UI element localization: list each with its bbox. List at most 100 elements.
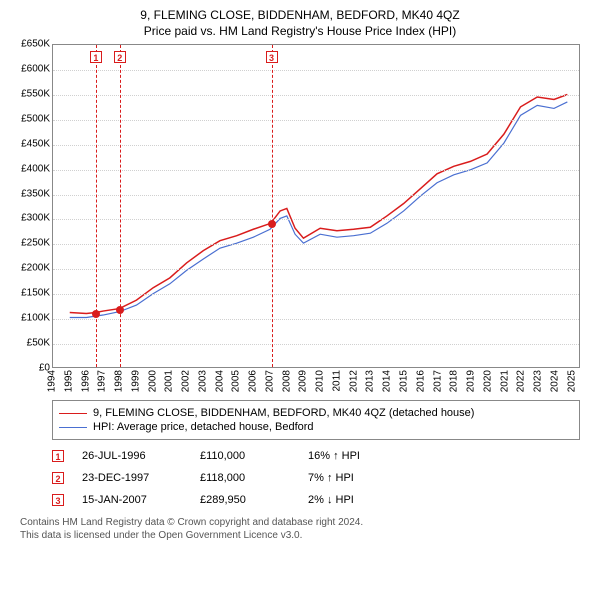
chart-title: 9, FLEMING CLOSE, BIDDENHAM, BEDFORD, MK… xyxy=(10,8,590,22)
x-tick-label: 2001 xyxy=(164,370,175,392)
event-point-marker xyxy=(116,306,124,314)
x-tick-label: 2020 xyxy=(482,370,493,392)
x-tick-label: 2012 xyxy=(348,370,359,392)
x-tick-label: 2015 xyxy=(399,370,410,392)
event-row: 2 23-DEC-1997 £118,000 7% ↑ HPI xyxy=(52,472,580,484)
x-tick-label: 2009 xyxy=(298,370,309,392)
x-tick-label: 2022 xyxy=(516,370,527,392)
event-marker-icon: 1 xyxy=(52,450,64,462)
footer-line: This data is licensed under the Open Gov… xyxy=(20,529,590,542)
legend-swatch xyxy=(59,413,87,414)
x-tick-label: 2010 xyxy=(315,370,326,392)
y-tick-label: £50K xyxy=(27,338,50,349)
y-tick-label: £600K xyxy=(21,63,50,74)
event-vertical-line xyxy=(96,45,97,367)
series-line xyxy=(70,94,568,313)
x-tick-label: 2021 xyxy=(499,370,510,392)
y-tick-label: £100K xyxy=(21,313,50,324)
event-delta: 16% ↑ HPI xyxy=(308,450,398,462)
event-row: 1 26-JUL-1996 £110,000 16% ↑ HPI xyxy=(52,450,580,462)
x-tick-label: 2005 xyxy=(231,370,242,392)
x-tick-label: 2006 xyxy=(248,370,259,392)
event-delta: 2% ↓ HPI xyxy=(308,494,398,506)
event-vertical-line xyxy=(272,45,273,367)
event-marker-number: 1 xyxy=(55,452,60,462)
x-tick-label: 2011 xyxy=(331,370,342,392)
legend-label: 9, FLEMING CLOSE, BIDDENHAM, BEDFORD, MK… xyxy=(93,407,474,419)
legend: 9, FLEMING CLOSE, BIDDENHAM, BEDFORD, MK… xyxy=(52,400,580,440)
plot-region: 123 xyxy=(52,44,580,368)
y-tick-label: £150K xyxy=(21,288,50,299)
event-marker-number: 3 xyxy=(55,496,60,506)
x-tick-label: 2023 xyxy=(533,370,544,392)
legend-item: 9, FLEMING CLOSE, BIDDENHAM, BEDFORD, MK… xyxy=(59,407,573,419)
y-tick-label: £300K xyxy=(21,213,50,224)
event-price: £118,000 xyxy=(200,472,290,484)
x-tick-label: 2017 xyxy=(432,370,443,392)
event-marker-icon: 3 xyxy=(52,494,64,506)
event-marker-icon: 2 xyxy=(52,472,64,484)
gridline xyxy=(53,70,579,71)
x-tick-label: 2018 xyxy=(449,370,460,392)
gridline xyxy=(53,120,579,121)
gridline xyxy=(53,170,579,171)
events-table: 1 26-JUL-1996 £110,000 16% ↑ HPI 2 23-DE… xyxy=(52,450,580,506)
event-price: £110,000 xyxy=(200,450,290,462)
event-date: 26-JUL-1996 xyxy=(82,450,182,462)
x-tick-label: 2000 xyxy=(147,370,158,392)
event-point-marker xyxy=(268,220,276,228)
y-tick-label: £450K xyxy=(21,138,50,149)
footer-line: Contains HM Land Registry data © Crown c… xyxy=(20,516,590,529)
legend-item: HPI: Average price, detached house, Bedf… xyxy=(59,421,573,433)
x-tick-label: 2004 xyxy=(214,370,225,392)
x-tick-label: 1996 xyxy=(80,370,91,392)
x-tick-label: 2013 xyxy=(365,370,376,392)
x-tick-label: 1997 xyxy=(97,370,108,392)
event-point-marker xyxy=(92,310,100,318)
event-delta: 7% ↑ HPI xyxy=(308,472,398,484)
x-tick-label: 1994 xyxy=(47,370,58,392)
x-tick-label: 1999 xyxy=(130,370,141,392)
event-date: 23-DEC-1997 xyxy=(82,472,182,484)
x-tick-label: 2002 xyxy=(181,370,192,392)
legend-swatch xyxy=(59,427,87,428)
y-tick-label: £200K xyxy=(21,263,50,274)
event-vertical-line xyxy=(120,45,121,367)
x-tick-label: 2014 xyxy=(382,370,393,392)
y-tick-label: £250K xyxy=(21,238,50,249)
gridline xyxy=(53,319,579,320)
gridline xyxy=(53,244,579,245)
y-tick-label: £400K xyxy=(21,163,50,174)
footer: Contains HM Land Registry data © Crown c… xyxy=(20,516,590,542)
gridline xyxy=(53,294,579,295)
event-price: £289,950 xyxy=(200,494,290,506)
x-tick-label: 2016 xyxy=(415,370,426,392)
chart-container: 9, FLEMING CLOSE, BIDDENHAM, BEDFORD, MK… xyxy=(0,0,600,590)
x-tick-label: 2024 xyxy=(549,370,560,392)
y-tick-label: £650K xyxy=(21,39,50,50)
series-line xyxy=(70,102,568,318)
event-marker-box: 1 xyxy=(90,51,102,63)
gridline xyxy=(53,344,579,345)
gridline xyxy=(53,195,579,196)
x-tick-label: 2019 xyxy=(466,370,477,392)
x-tick-label: 2025 xyxy=(566,370,577,392)
y-tick-label: £550K xyxy=(21,88,50,99)
x-tick-label: 1995 xyxy=(63,370,74,392)
y-tick-label: £350K xyxy=(21,188,50,199)
gridline xyxy=(53,145,579,146)
event-marker-number: 2 xyxy=(55,474,60,484)
event-date: 15-JAN-2007 xyxy=(82,494,182,506)
event-row: 3 15-JAN-2007 £289,950 2% ↓ HPI xyxy=(52,494,580,506)
gridline xyxy=(53,219,579,220)
x-tick-label: 2003 xyxy=(197,370,208,392)
event-marker-box: 2 xyxy=(114,51,126,63)
y-tick-label: £500K xyxy=(21,113,50,124)
x-tick-label: 2008 xyxy=(281,370,292,392)
title-block: 9, FLEMING CLOSE, BIDDENHAM, BEDFORD, MK… xyxy=(10,8,590,38)
x-tick-label: 2007 xyxy=(264,370,275,392)
x-tick-label: 1998 xyxy=(114,370,125,392)
legend-label: HPI: Average price, detached house, Bedf… xyxy=(93,421,314,433)
chart-subtitle: Price paid vs. HM Land Registry's House … xyxy=(10,24,590,38)
gridline xyxy=(53,95,579,96)
